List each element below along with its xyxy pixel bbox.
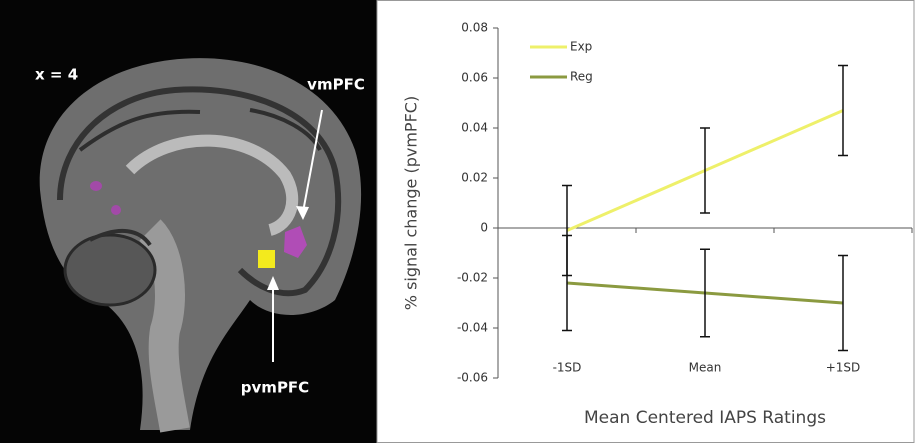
y-tick-label: 0.06 xyxy=(461,71,488,85)
activation-blob xyxy=(111,205,121,215)
x-tick-label: -1SD xyxy=(553,361,582,375)
x-tick-label: Mean xyxy=(689,361,722,375)
x-tick-label: +1SD xyxy=(826,361,861,375)
y-tick-label: 0.04 xyxy=(461,121,488,135)
brain-image: x = 4 vmPFC pvmPFC xyxy=(0,0,377,443)
legend-label: Exp xyxy=(570,40,592,54)
annotation: x = 4 xyxy=(35,66,78,84)
y-axis-label: % signal change (pvmPFC) xyxy=(402,96,421,310)
y-tick-label: 0 xyxy=(480,221,488,235)
x-axis-label: Mean Centered IAPS Ratings xyxy=(584,408,826,428)
y-tick-label: -0.02 xyxy=(457,271,488,285)
y-tick-label: -0.04 xyxy=(457,321,488,335)
cerebellum xyxy=(65,235,155,305)
y-tick-label: -0.06 xyxy=(457,371,488,385)
y-tick-label: 0.02 xyxy=(461,171,488,185)
annotation: vmPFC xyxy=(307,76,365,94)
legend-label: Reg xyxy=(570,70,593,84)
annotation: pvmPFC xyxy=(241,379,309,397)
roi-square xyxy=(258,250,275,268)
figure: x = 4 vmPFC pvmPFC % signal change (pvmP… xyxy=(0,0,915,443)
y-tick-label: 0.08 xyxy=(461,21,488,35)
activation-blob xyxy=(90,181,102,191)
